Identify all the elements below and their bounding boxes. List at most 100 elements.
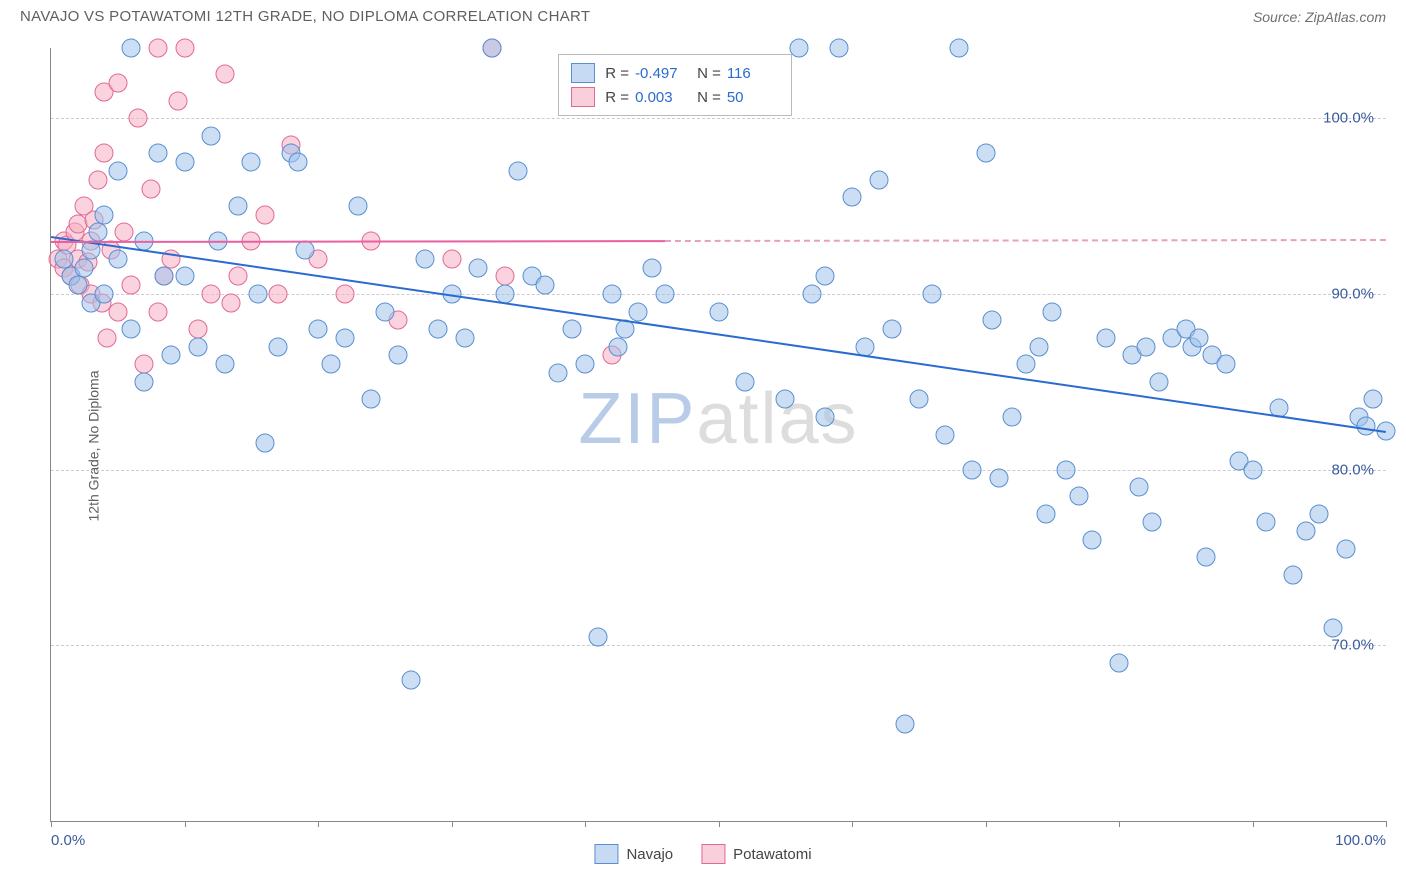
gridline bbox=[51, 118, 1386, 119]
legend-item-potawatomi: Potawatomi bbox=[701, 844, 811, 864]
navajo-point bbox=[122, 39, 141, 58]
potawatomi-point bbox=[148, 39, 167, 58]
chart-source: Source: ZipAtlas.com bbox=[1253, 9, 1386, 25]
navajo-point bbox=[1136, 337, 1155, 356]
navajo-point bbox=[375, 302, 394, 321]
navajo-point bbox=[983, 311, 1002, 330]
navajo-point bbox=[122, 320, 141, 339]
navajo-point bbox=[602, 284, 621, 303]
navajo-point bbox=[1196, 548, 1215, 567]
navajo-point bbox=[1016, 355, 1035, 374]
navajo-point bbox=[589, 627, 608, 646]
navajo-point bbox=[455, 328, 474, 347]
potawatomi-point bbox=[128, 109, 147, 128]
navajo-point bbox=[55, 249, 74, 268]
navajo-point bbox=[268, 337, 287, 356]
navajo-point bbox=[562, 320, 581, 339]
navajo-point bbox=[295, 241, 314, 260]
navajo-point bbox=[242, 153, 261, 172]
navajo-point bbox=[75, 258, 94, 277]
navajo-point bbox=[202, 126, 221, 145]
navajo-point bbox=[349, 197, 368, 216]
navajo-point bbox=[362, 390, 381, 409]
navajo-point bbox=[108, 161, 127, 180]
potawatomi-point bbox=[115, 223, 134, 242]
navajo-point bbox=[816, 407, 835, 426]
chart-header: NAVAJO VS POTAWATOMI 12TH GRADE, NO DIPL… bbox=[0, 0, 1406, 33]
navajo-point bbox=[155, 267, 174, 286]
navajo-point bbox=[1243, 460, 1262, 479]
navajo-point bbox=[135, 372, 154, 391]
navajo-point bbox=[949, 39, 968, 58]
potawatomi-point bbox=[135, 355, 154, 374]
stats-legend: R =-0.497N =116R =0.003N =50 bbox=[558, 54, 792, 116]
potawatomi-point bbox=[335, 284, 354, 303]
r-value: 0.003 bbox=[635, 89, 687, 106]
x-tick bbox=[452, 821, 453, 827]
potawatomi-point bbox=[268, 284, 287, 303]
navajo-point bbox=[709, 302, 728, 321]
potawatomi-point bbox=[142, 179, 161, 198]
navajo-point bbox=[469, 258, 488, 277]
navajo-point bbox=[1356, 416, 1375, 435]
x-tick bbox=[318, 821, 319, 827]
navajo-swatch-icon bbox=[594, 844, 618, 864]
bottom-legend: Navajo Potawatomi bbox=[594, 844, 811, 864]
potawatomi-point bbox=[188, 320, 207, 339]
navajo-point bbox=[162, 346, 181, 365]
gridline bbox=[51, 470, 1386, 471]
r-label: R = bbox=[605, 89, 629, 106]
navajo-point bbox=[609, 337, 628, 356]
potawatomi-point bbox=[88, 170, 107, 189]
navajo-point bbox=[1190, 328, 1209, 347]
trendline-potawatomi-dash bbox=[665, 239, 1386, 244]
n-label: N = bbox=[697, 65, 721, 82]
navajo-point bbox=[1043, 302, 1062, 321]
x-tick bbox=[585, 821, 586, 827]
y-tick-label: 80.0% bbox=[1331, 461, 1374, 478]
navajo-point bbox=[535, 276, 554, 295]
navajo-point bbox=[883, 320, 902, 339]
legend-label-navajo: Navajo bbox=[626, 846, 673, 863]
potawatomi-point bbox=[95, 144, 114, 163]
navajo-point bbox=[248, 284, 267, 303]
navajo-point bbox=[95, 205, 114, 224]
navajo-point bbox=[843, 188, 862, 207]
y-tick-label: 90.0% bbox=[1331, 285, 1374, 302]
potawatomi-point bbox=[148, 302, 167, 321]
navajo-point bbox=[402, 671, 421, 690]
potawatomi-point bbox=[255, 205, 274, 224]
navajo-point bbox=[68, 276, 87, 295]
navajo-point bbox=[148, 144, 167, 163]
y-tick-label: 100.0% bbox=[1323, 110, 1374, 127]
stats-row-potawatomi: R =0.003N =50 bbox=[571, 85, 779, 109]
potawatomi-point bbox=[228, 267, 247, 286]
x-tick bbox=[1386, 821, 1387, 827]
navajo-point bbox=[1036, 504, 1055, 523]
navajo-point bbox=[215, 355, 234, 374]
navajo-point bbox=[429, 320, 448, 339]
navajo-point bbox=[415, 249, 434, 268]
navajo-point bbox=[1083, 530, 1102, 549]
watermark-zip: ZIP bbox=[578, 379, 696, 459]
navajo-point bbox=[1096, 328, 1115, 347]
navajo-point bbox=[1029, 337, 1048, 356]
navajo-point bbox=[1296, 522, 1315, 541]
potawatomi-swatch-icon bbox=[571, 87, 595, 107]
potawatomi-point bbox=[108, 302, 127, 321]
navajo-point bbox=[389, 346, 408, 365]
navajo-point bbox=[188, 337, 207, 356]
chart-title: NAVAJO VS POTAWATOMI 12TH GRADE, NO DIPL… bbox=[20, 8, 590, 25]
navajo-point bbox=[909, 390, 928, 409]
x-tick bbox=[986, 821, 987, 827]
x-max-label: 100.0% bbox=[1335, 832, 1386, 849]
potawatomi-point bbox=[442, 249, 461, 268]
navajo-point bbox=[88, 223, 107, 242]
potawatomi-point bbox=[122, 276, 141, 295]
navajo-point bbox=[736, 372, 755, 391]
potawatomi-point bbox=[108, 74, 127, 93]
navajo-point bbox=[829, 39, 848, 58]
n-value: 50 bbox=[727, 89, 779, 106]
navajo-point bbox=[576, 355, 595, 374]
potawatomi-point bbox=[222, 293, 241, 312]
